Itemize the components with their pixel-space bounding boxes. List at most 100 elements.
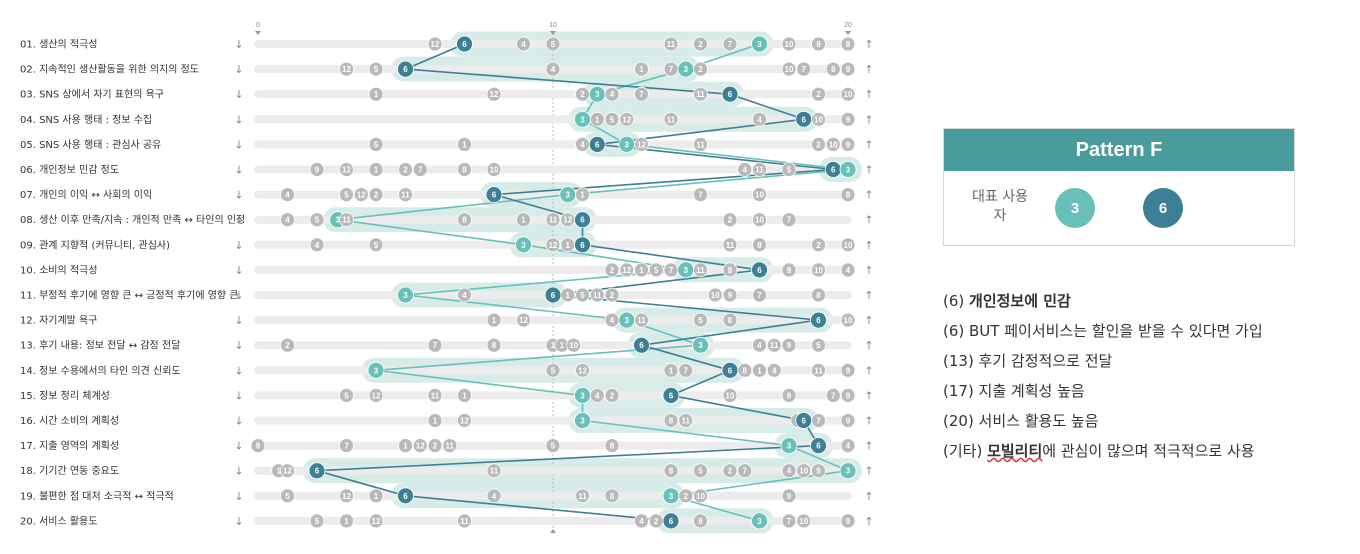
user-6-badge: 6	[1143, 188, 1183, 228]
labels: 0 10 20 01. 생산의 적극성 ↓ ↑ 02. 지속적인 생산활동을 위한 의지의 …	[20, 22, 874, 533]
marker-10	[752, 187, 767, 203]
marker-label: 1	[757, 366, 762, 375]
marker-label: 1	[276, 467, 281, 476]
marker-label: 1	[580, 191, 585, 200]
marker-label: 5	[816, 341, 821, 350]
marker-label: 10	[711, 291, 720, 300]
marker-label: 8	[816, 291, 821, 300]
up-arrow: ↑	[864, 515, 873, 528]
pattern-chart: 12 6 4 5 11 2 7 3 10 9 812 5 6 4 1 7 3 2 10 7 8 91 12 2 3 4 7 11 6 2 1…	[20, 22, 874, 534]
marker-6	[810, 437, 827, 455]
marker-2	[368, 187, 384, 203]
marker-label: 1	[403, 442, 408, 451]
marker-label: 12	[622, 115, 631, 124]
marker-label: 2	[580, 90, 585, 99]
row-track	[254, 391, 852, 400]
marker-1	[486, 312, 502, 328]
down-arrow: ↓	[234, 415, 243, 428]
marker-9	[840, 61, 856, 77]
marker-1	[575, 187, 590, 203]
marker-label: 3	[580, 417, 585, 426]
marker-label: 5	[580, 291, 585, 300]
marker-label: 10	[726, 391, 735, 400]
marker-label: 8	[462, 166, 467, 175]
up-arrow: ↑	[864, 239, 873, 252]
row-label: 05. SNS 사용 행태 : 관심사 공유	[20, 139, 161, 151]
marker-2	[398, 162, 413, 177]
marker-4	[589, 387, 605, 403]
marker-label: 11	[549, 216, 558, 225]
marker-label: 9	[256, 442, 261, 451]
marker-label: 1	[374, 90, 379, 99]
marker-5	[693, 312, 708, 328]
up-arrow: ↑	[864, 38, 873, 51]
row-label: 01. 생산의 적극성	[20, 39, 97, 51]
marker-8	[752, 237, 767, 253]
marker-label: 4	[639, 517, 644, 526]
row-track	[254, 466, 852, 475]
marker-label: 4	[772, 366, 777, 375]
marker-6	[397, 487, 414, 505]
marker-8	[486, 337, 502, 353]
marker-12	[619, 111, 635, 127]
marker-5	[545, 36, 561, 52]
marker-label: 3	[335, 216, 340, 225]
row-label: 03. SNS 상에서 자기 표현의 욕구	[20, 89, 164, 101]
marker-label: 8	[492, 341, 497, 350]
marker-label: 12	[342, 65, 351, 74]
marker-label: 3	[625, 140, 630, 149]
marker-label: 1	[492, 316, 497, 325]
marker-label: 2	[684, 492, 689, 501]
marker-6	[633, 336, 650, 354]
marker-9	[781, 337, 797, 353]
marker-label: 6	[802, 115, 807, 124]
marker-label: 5	[315, 216, 320, 225]
marker-7	[427, 337, 443, 353]
marker-11	[589, 287, 605, 303]
down-arrow: ↓	[234, 164, 243, 177]
marker-2	[811, 136, 826, 152]
marker-label: 9	[846, 366, 851, 375]
row-label: 08. 생산 이후 만족/지속 : 개인적 만족 ↔ 타인의 인정	[20, 214, 245, 226]
marker-label: 1	[374, 166, 379, 175]
marker-4	[840, 438, 856, 454]
marker-5	[811, 337, 826, 353]
marker-label: 12	[372, 391, 381, 400]
marker-4	[634, 513, 649, 529]
marker-label: 8	[669, 417, 674, 426]
marker-5	[604, 111, 620, 127]
marker-9	[840, 362, 856, 378]
marker-label: 5	[551, 40, 556, 49]
marker-5	[368, 237, 384, 253]
marker-label: 8	[831, 65, 836, 74]
marker-label: 9	[846, 417, 851, 426]
markers: 12 6 4 5 11 2 7 3 10 9 812 5 6 4 1 7 3 2 10 7 8 91 12 2 3 4 7 11 6 2 1…	[250, 35, 857, 530]
pattern-title: Pattern F	[944, 129, 1294, 171]
marker-label: 2	[816, 241, 821, 250]
marker-4	[457, 287, 472, 303]
marker-6	[574, 236, 591, 254]
down-arrow: ↓	[234, 490, 243, 503]
marker-10	[840, 312, 856, 328]
marker-label: 6	[551, 291, 556, 300]
representative-user-label: 대표 사용자	[972, 189, 1028, 224]
marker-label: 4	[757, 341, 762, 350]
note-item: (20) 서비스 활용도 높음	[943, 412, 1099, 430]
note-item: (13) 후기 감정적으로 전달	[943, 352, 1113, 370]
marker-label: 3	[580, 115, 585, 124]
marker-8	[781, 387, 797, 403]
marker-label: 10	[844, 90, 853, 99]
marker-4	[545, 61, 561, 77]
marker-label: 8	[846, 191, 851, 200]
note-item: (6) BUT 페이서비스는 할인을 받을 수 있다면 가입	[943, 322, 1263, 340]
marker-label: 6	[315, 467, 320, 476]
marker-10	[722, 387, 738, 403]
marker-label: 2	[403, 166, 408, 175]
marker-7	[811, 413, 826, 428]
marker-10	[811, 262, 826, 278]
marker-4	[737, 162, 753, 177]
marker-label: 7	[787, 216, 792, 225]
marker-label: 1	[433, 417, 438, 426]
marker-10	[752, 212, 767, 228]
up-arrow: ↑	[864, 465, 873, 478]
